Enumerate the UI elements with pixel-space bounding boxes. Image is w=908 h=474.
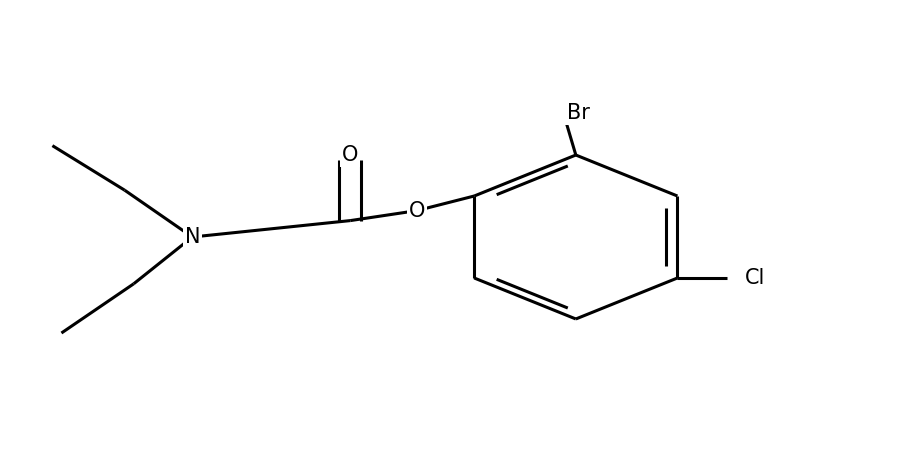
Text: N: N [184,227,200,247]
Text: Cl: Cl [745,268,765,288]
Text: O: O [342,145,359,165]
Text: O: O [409,201,425,221]
Text: Br: Br [567,103,589,123]
